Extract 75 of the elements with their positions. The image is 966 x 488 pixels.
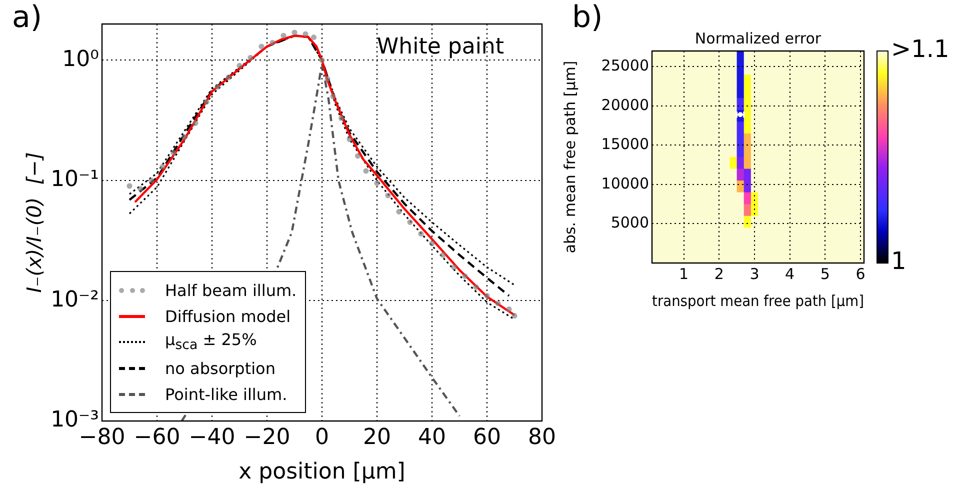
- point: [363, 168, 369, 174]
- point: [429, 240, 435, 246]
- y-tick-label: 5000: [610, 214, 649, 232]
- point: [258, 44, 264, 50]
- point: [346, 136, 352, 142]
- point: [385, 192, 391, 198]
- point: [204, 99, 210, 105]
- y-axis-title: I₋(x)/I₋(0) [−]: [22, 152, 46, 293]
- point: [495, 300, 501, 306]
- x-tick-label: 5: [820, 264, 830, 283]
- point: [462, 273, 468, 279]
- x-tick-label: 0: [315, 424, 329, 450]
- color-bar-label: >1.1: [891, 35, 950, 64]
- point: [484, 292, 490, 299]
- point: [354, 153, 361, 159]
- x-axis-title: x position [µm]: [238, 460, 406, 485]
- y-tick-label: 10000: [601, 174, 649, 192]
- point: [418, 231, 424, 237]
- point: [192, 120, 198, 126]
- point: [310, 34, 317, 40]
- y-tick-label: 15000: [601, 135, 649, 154]
- legend-label: no absorption: [165, 358, 276, 378]
- point: [126, 183, 132, 189]
- point: [319, 57, 325, 64]
- x-tick-label: −60: [134, 424, 180, 450]
- point: [302, 31, 308, 37]
- annotation: White paint: [376, 34, 504, 60]
- point: [148, 178, 154, 184]
- point: [248, 54, 254, 60]
- x-tick-label: 3: [750, 264, 760, 283]
- x-tick-label: 40: [418, 424, 446, 450]
- legend-label: μ$_{sca}$ ± 25%: [165, 330, 257, 354]
- point: [270, 40, 276, 46]
- legend-label: Half beam illum.: [165, 280, 297, 300]
- x-axis-title: transport mean free path [µm]: [652, 293, 864, 310]
- x-tick-label: 2: [714, 264, 724, 283]
- legend-label: Diffusion model: [165, 306, 291, 326]
- x-tick-label: −20: [244, 424, 290, 450]
- point: [473, 284, 479, 290]
- point: [236, 62, 242, 69]
- x-tick-label: 1: [679, 264, 689, 283]
- point: [138, 186, 144, 192]
- point: [214, 84, 220, 90]
- x-tick-label: 20: [363, 424, 391, 450]
- text: a): [12, 0, 42, 35]
- point: [292, 30, 298, 36]
- x-tick-label: 4: [785, 264, 795, 283]
- point: [160, 164, 166, 170]
- point: [182, 134, 188, 140]
- point: [338, 115, 344, 121]
- y-tick-label: 10⁻²: [50, 287, 99, 312]
- point: [226, 74, 232, 80]
- x-tick-label: 80: [528, 424, 556, 450]
- y-tick-label: 10⁻¹: [50, 167, 99, 192]
- x-tick-label: 6: [856, 264, 866, 283]
- point: [170, 150, 176, 156]
- y-tick-label: 20000: [601, 96, 649, 114]
- x-tick-label: 60: [473, 424, 502, 450]
- point: [324, 76, 330, 82]
- point: [451, 264, 457, 270]
- chart-title: Normalized error: [694, 29, 822, 48]
- point: [374, 180, 380, 186]
- legend-label: Point-like illum.: [165, 384, 288, 404]
- text: b): [572, 0, 603, 35]
- point: [512, 312, 518, 319]
- point: [407, 219, 413, 225]
- point: [280, 32, 286, 38]
- y-axis-title: abs. mean free path [µm]: [560, 60, 579, 254]
- point: [506, 306, 512, 312]
- point: [330, 94, 336, 100]
- point: [396, 208, 402, 214]
- y-tick-label: 10⁰: [62, 46, 100, 72]
- point: [440, 252, 446, 258]
- x-tick-label: −40: [188, 424, 236, 450]
- y-tick-label: 25000: [601, 56, 649, 75]
